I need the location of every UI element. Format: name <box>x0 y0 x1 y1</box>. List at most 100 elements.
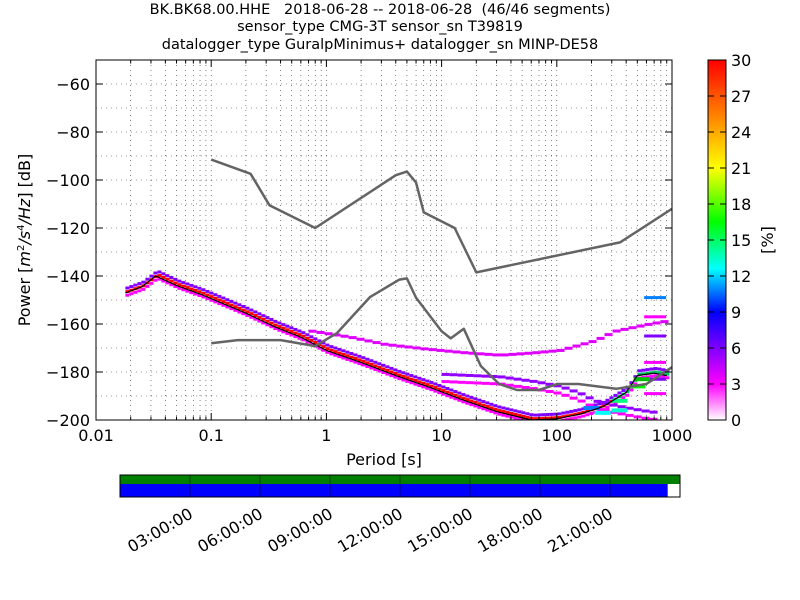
heatmap-cell <box>373 364 378 368</box>
low-noise-model-line <box>211 277 672 392</box>
heatmap-cell <box>641 416 650 420</box>
heatmap-cell <box>636 324 645 328</box>
heatmap-cell <box>465 401 470 405</box>
heatmap-cell <box>377 362 382 366</box>
heatmap-cell <box>428 348 437 352</box>
heatmap-cell <box>297 329 302 333</box>
heatmap-cell <box>625 413 634 417</box>
heatmap-cell <box>585 403 594 407</box>
heatmap-cell <box>289 326 294 330</box>
heatmap-cell <box>177 283 182 287</box>
heatmap-cell <box>385 368 390 372</box>
heatmap-cell <box>545 389 554 393</box>
heatmap-cell <box>241 312 246 316</box>
heatmap-cell <box>645 375 650 379</box>
heatmap-cell <box>340 334 349 338</box>
heatmap-cell <box>173 285 178 289</box>
heatmap-cell <box>369 362 374 366</box>
heatmap-cell <box>489 382 498 386</box>
heatmap-cell <box>532 351 541 355</box>
colorbar-tick-label: 12 <box>731 267 751 286</box>
heatmap-cell <box>381 371 386 375</box>
heatmap-cell <box>453 393 458 397</box>
heatmap-cell <box>611 408 628 413</box>
heatmap-cell <box>637 369 642 373</box>
heatmap-cell <box>561 386 570 390</box>
heatmap-cell <box>364 339 373 343</box>
heatmap-cell <box>149 274 154 278</box>
heatmap-cell <box>569 396 578 400</box>
heatmap-cell <box>201 295 206 299</box>
timeline-tick-label: 21:00:00 <box>544 504 616 556</box>
heatmap-cell <box>225 301 230 305</box>
heatmap-cell <box>337 347 342 351</box>
heatmap-cell <box>565 417 570 420</box>
heatmap-cell <box>125 293 130 297</box>
heatmap-cell <box>461 393 466 397</box>
heatmap-cell <box>441 380 450 384</box>
heatmap-cell <box>661 368 666 372</box>
heatmap-cell <box>425 383 430 387</box>
heatmap-cell <box>245 313 250 317</box>
heatmap-cell <box>473 404 478 408</box>
heatmap-cell <box>594 410 611 415</box>
y-tick-label: −80 <box>56 123 90 142</box>
heatmap-cell <box>505 411 510 415</box>
heatmap-cell <box>473 374 482 378</box>
heatmap-cell <box>577 411 582 415</box>
x-tick-label: 0.01 <box>78 426 114 445</box>
heatmap-cell <box>611 398 628 403</box>
heatmap-cell <box>585 413 590 417</box>
heatmap-cell <box>500 353 509 357</box>
heatmap-cell <box>297 336 302 340</box>
heatmap-cell <box>465 394 470 398</box>
heatmap-cell <box>349 355 354 359</box>
heatmap-cell <box>149 281 154 285</box>
noise-models <box>125 158 672 420</box>
heatmap-cell <box>577 399 586 403</box>
heatmap-cell <box>281 330 286 334</box>
x-axis: 0.01 0.1 1 10 100 1000 <box>78 60 692 445</box>
heatmap-cell <box>393 375 398 379</box>
heatmap-cell <box>372 341 381 345</box>
colorbar-tick-label: 21 <box>731 159 751 178</box>
heatmap-cell <box>493 407 498 411</box>
heatmap-cell <box>396 344 405 348</box>
heatmap-cell <box>181 288 186 292</box>
heatmap-cell <box>201 288 206 292</box>
heatmap-cell <box>325 347 330 351</box>
heatmap-cell <box>141 280 146 284</box>
heatmap-cell <box>385 372 390 376</box>
heatmap-cell <box>501 410 506 414</box>
heatmap-cell <box>545 416 550 420</box>
heatmap-cell <box>349 352 354 356</box>
heatmap-cell <box>412 346 421 350</box>
heatmap-cell <box>129 292 134 296</box>
heatmap-cell <box>269 325 274 329</box>
heatmap-cell <box>569 413 574 417</box>
heatmap-cell <box>453 390 458 394</box>
heatmap-cell <box>233 305 238 309</box>
heatmap-cell <box>397 373 402 377</box>
heatmap-cell <box>556 348 565 352</box>
heatmap-cell <box>349 359 354 363</box>
heatmap-cell <box>617 412 626 416</box>
heatmap-cell <box>521 414 526 418</box>
heatmap-cell <box>593 399 602 403</box>
heatmap-cell <box>497 412 502 416</box>
heatmap-cell <box>629 381 634 385</box>
x-axis-label: Period [s] <box>346 450 422 469</box>
heatmap-cell <box>461 400 466 404</box>
heatmap-cell <box>641 372 646 376</box>
heatmap-cell <box>525 415 530 419</box>
heatmap-cell <box>293 331 298 335</box>
heatmap-cell <box>489 406 494 410</box>
heatmap-cell <box>660 320 669 324</box>
heatmap-cell <box>265 323 270 327</box>
heatmap-cell <box>177 279 182 283</box>
heatmap-cell <box>573 416 578 420</box>
heatmap-cell <box>309 335 314 339</box>
heatmap-cell <box>233 301 238 305</box>
heatmap-cell <box>157 274 162 278</box>
timeline-tick-label: 15:00:00 <box>404 504 476 556</box>
